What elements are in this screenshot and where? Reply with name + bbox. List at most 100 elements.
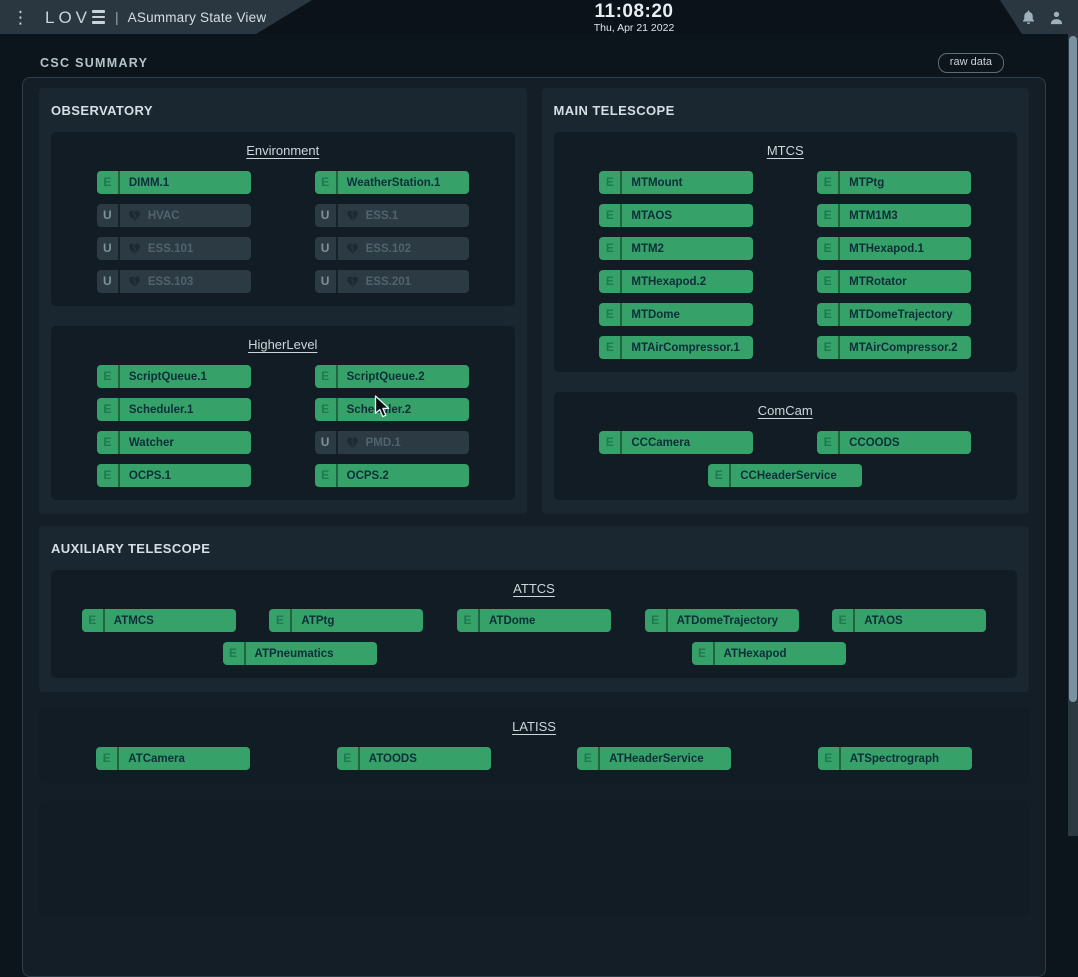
group-title-link[interactable]: Environment [246, 143, 320, 158]
csc-name: ATOODS [368, 752, 417, 765]
csc-badge[interactable]: E ATPtg [269, 609, 424, 632]
group-title-link[interactable]: ComCam [757, 403, 813, 418]
group-title-link[interactable]: HigherLevel [248, 337, 318, 352]
csc-name: ScriptQueue.1 [128, 370, 207, 383]
csc-badge[interactable]: E ScriptQueue.1 [96, 365, 251, 388]
state-letter: E [315, 464, 338, 487]
csc-badge[interactable]: E MTMount [599, 171, 754, 194]
badge-row: E CCHeaderService [568, 464, 1004, 487]
csc-badge[interactable]: E ATHexapod [691, 642, 846, 665]
csc-badge[interactable]: U ESS.101 [96, 237, 251, 260]
csc-badge[interactable]: E Scheduler.2 [314, 398, 469, 421]
csc-badge[interactable]: E MTDomeTrajectory [817, 303, 972, 326]
state-letter: E [97, 365, 120, 388]
csc-badge[interactable]: U ESS.103 [96, 270, 251, 293]
csc-summary-header: CSC SUMMARY raw data [40, 53, 1004, 73]
group-title-link[interactable]: LATISS [512, 719, 556, 734]
badge-row: E ATPneumatics E ATHexapod [65, 642, 1003, 665]
top-sections-row: OBSERVATORY Environment E DIMM.1 E Weath… [39, 88, 1029, 514]
badge-row: E MTHexapod.2 E MTRotator [568, 270, 1004, 293]
observatory-groups: Environment E DIMM.1 E WeatherStation.1 … [51, 132, 515, 500]
csc-badge[interactable]: E MTDome [599, 303, 754, 326]
state-letter: E [817, 303, 841, 326]
csc-name: Watcher [128, 436, 174, 449]
badge-row: E ATCamera E ATOODS E ATHeaderService E … [53, 747, 1015, 770]
csc-badge[interactable]: E MTAirCompressor.1 [599, 336, 754, 359]
csc-badge[interactable]: E MTHexapod.2 [599, 270, 754, 293]
state-letter: E [692, 642, 715, 665]
csc-name: ATCamera [128, 752, 185, 765]
badge-row: E Watcher U PMD.1 [65, 431, 501, 454]
state-letter: E [82, 609, 105, 632]
csc-badge[interactable]: E Scheduler.1 [96, 398, 251, 421]
csc-badge[interactable]: E MTM1M3 [817, 204, 972, 227]
love-logo: LOV [45, 7, 106, 27]
state-letter: E [599, 237, 623, 260]
scrollbar-thumb[interactable] [1069, 36, 1077, 702]
csc-name: MTHexapod.1 [849, 242, 924, 255]
state-letter: E [599, 431, 623, 454]
csc-name: CCCamera [631, 436, 691, 449]
csc-name: ESS.102 [365, 242, 412, 255]
state-letter: E [223, 642, 246, 665]
state-letter: E [708, 464, 732, 487]
page-title: CSC SUMMARY [40, 56, 149, 70]
csc-badge[interactable]: E CCHeaderService [708, 464, 863, 487]
csc-badge[interactable]: U ESS.201 [314, 270, 469, 293]
csc-badge[interactable]: E OCPS.1 [96, 464, 251, 487]
csc-badge[interactable]: E CCCamera [599, 431, 754, 454]
csc-badge[interactable]: E MTAirCompressor.2 [817, 336, 972, 359]
group-latiss: LATISS E ATCamera E ATOODS E ATHeaderSer… [39, 708, 1029, 783]
title-separator: | [115, 9, 119, 25]
group-environment: Environment E DIMM.1 E WeatherStation.1 … [51, 132, 515, 306]
state-letter: E [817, 171, 841, 194]
csc-badge[interactable]: E WeatherStation.1 [314, 171, 469, 194]
csc-badge[interactable]: E MTHexapod.1 [817, 237, 972, 260]
csc-badge[interactable]: E MTM2 [599, 237, 754, 260]
state-letter: E [817, 204, 841, 227]
csc-name: WeatherStation.1 [346, 176, 441, 189]
csc-badge[interactable]: E ScriptQueue.2 [314, 365, 469, 388]
csc-name: ATDome [488, 614, 536, 627]
csc-name: OCPS.2 [346, 469, 389, 482]
csc-badge[interactable]: E DIMM.1 [96, 171, 251, 194]
state-letter: E [817, 336, 841, 359]
kebab-menu-icon[interactable]: ⋮ [12, 7, 29, 27]
csc-badge[interactable]: E ATOODS [336, 747, 491, 770]
csc-badge[interactable]: E ATCamera [96, 747, 251, 770]
group-title-link[interactable]: ATTCS [513, 581, 555, 596]
csc-badge[interactable]: U PMD.1 [314, 431, 469, 454]
group-title-link[interactable]: MTCS [766, 143, 804, 158]
csc-badge[interactable]: E ATDome [456, 609, 611, 632]
csc-badge[interactable]: U ESS.1 [314, 204, 469, 227]
csc-name: MTDome [631, 308, 680, 321]
scrollbar-track[interactable] [1068, 34, 1078, 836]
raw-data-button[interactable]: raw data [937, 53, 1004, 73]
badge-row: E DIMM.1 E WeatherStation.1 [65, 171, 501, 194]
bell-icon[interactable] [1020, 9, 1037, 26]
main-content: CSC SUMMARY raw data OBSERVATORY Environ… [0, 34, 1068, 977]
state-letter: E [818, 747, 841, 770]
csc-badge[interactable]: U ESS.102 [314, 237, 469, 260]
csc-badge[interactable]: E ATPneumatics [222, 642, 377, 665]
csc-badge[interactable]: E ATAOS [832, 609, 987, 632]
view-title: ASummary State View [127, 9, 267, 25]
csc-badge[interactable]: E Watcher [96, 431, 251, 454]
csc-badge[interactable]: U HVAC [96, 204, 251, 227]
csc-name: MTM2 [631, 242, 664, 255]
csc-name: MTM1M3 [849, 209, 898, 222]
csc-badge[interactable]: E ATSpectrograph [817, 747, 972, 770]
csc-badge[interactable]: E MTRotator [817, 270, 972, 293]
csc-badge[interactable]: E MTAOS [599, 204, 754, 227]
csc-badge[interactable]: E ATDomeTrajectory [644, 609, 799, 632]
user-icon[interactable] [1048, 9, 1065, 26]
csc-badge[interactable]: E ATMCS [81, 609, 236, 632]
logo-text: LOV [45, 7, 92, 27]
csc-name: MTPtg [849, 176, 885, 189]
top-bar-left-panel: ⋮ LOV | ASummary State View [0, 0, 312, 34]
csc-badge[interactable]: E OCPS.2 [314, 464, 469, 487]
csc-badge[interactable]: E CCOODS [817, 431, 972, 454]
section-title-observatory: OBSERVATORY [51, 103, 153, 118]
csc-badge[interactable]: E ATHeaderService [577, 747, 732, 770]
csc-badge[interactable]: E MTPtg [817, 171, 972, 194]
